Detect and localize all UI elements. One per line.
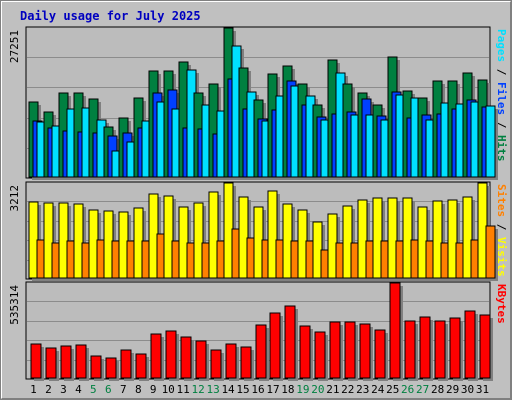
kbytes-bar <box>359 323 371 379</box>
x-tick-label: 27 <box>416 383 429 396</box>
legend-entry: Pages <box>495 29 508 62</box>
x-tick-label: 13 <box>206 383 219 396</box>
chart-title: Daily usage for July 2025 <box>20 9 201 23</box>
x-tick-label: 1 <box>30 383 37 396</box>
visits-bar <box>193 202 204 279</box>
kbytes-bar <box>464 310 476 379</box>
kbytes-bar <box>344 321 356 379</box>
hits-files-pages-ymax-label: 27251 <box>8 30 21 63</box>
visits-bar <box>342 205 353 279</box>
x-tick-label: 9 <box>150 383 157 396</box>
visits-bar <box>402 197 413 279</box>
x-tick-label: 3 <box>60 383 67 396</box>
x-tick-label: 14 <box>221 383 235 396</box>
x-tick-label: 19 <box>296 383 309 396</box>
kbytes-bar <box>389 282 401 379</box>
visits-bar <box>387 197 398 279</box>
legend-entry: Visits <box>495 237 508 277</box>
visits-bar <box>462 196 473 279</box>
visits-bar <box>357 199 368 279</box>
visits-bar <box>43 202 54 279</box>
x-tick-label: 22 <box>341 383 354 396</box>
visits-bar <box>432 200 443 279</box>
visits-bar <box>372 197 383 279</box>
kbytes-bar <box>75 344 87 379</box>
kbytes-bar <box>165 330 177 379</box>
x-tick-label: 5 <box>90 383 97 396</box>
x-tick-label: 20 <box>311 383 324 396</box>
kbytes-bar <box>225 343 237 379</box>
kbytes-bar <box>60 345 72 379</box>
x-tick-label: 21 <box>326 383 339 396</box>
visits-bar <box>163 195 174 279</box>
x-tick-label: 15 <box>236 383 249 396</box>
kbytes-bar <box>120 349 132 379</box>
kbytes-bar <box>449 317 461 379</box>
x-tick-label: 17 <box>266 383 279 396</box>
kbytes-bar <box>240 346 252 379</box>
kbytes-ymax-label: 535314 <box>8 285 21 325</box>
kbytes-bar <box>269 312 281 379</box>
hits-files-pages-legend: Pages / Files / Hits <box>495 29 508 162</box>
kbytes-bar <box>255 324 267 379</box>
kbytes-bar <box>419 316 431 379</box>
x-tick-label: 4 <box>75 383 82 396</box>
kbytes-bar <box>374 329 386 379</box>
kbytes-bar <box>180 336 192 379</box>
kbytes-bar <box>284 305 296 379</box>
kbytes-bar <box>434 320 446 379</box>
kbytes-bar <box>314 331 326 379</box>
kbytes-bar <box>30 343 42 379</box>
x-tick-label: 16 <box>251 383 264 396</box>
pages-bar <box>485 105 496 178</box>
legend-entry: / <box>495 217 508 237</box>
x-tick-label: 6 <box>105 383 112 396</box>
x-tick-label: 25 <box>386 383 399 396</box>
x-tick-label: 7 <box>120 383 127 396</box>
sites-bar <box>485 225 496 279</box>
x-tick-label: 12 <box>192 383 205 396</box>
kbytes-bar <box>135 353 147 379</box>
visits-sites-legend: Sites / Visits <box>495 184 508 277</box>
x-tick-label: 28 <box>431 383 444 396</box>
x-tick-label: 23 <box>356 383 369 396</box>
x-tick-label: 8 <box>135 383 142 396</box>
x-tick-label: 29 <box>446 383 459 396</box>
x-tick-label: 30 <box>461 383 474 396</box>
kbytes-bar <box>45 347 57 379</box>
x-tick-label: 26 <box>401 383 414 396</box>
legend-entry: KBytes <box>495 284 508 324</box>
x-tick-label: 24 <box>371 383 385 396</box>
visits-bar <box>73 203 84 279</box>
visits-bar <box>447 199 458 279</box>
visits-bar <box>208 191 219 279</box>
visits-bar <box>267 190 278 279</box>
kbytes-bar <box>195 340 207 379</box>
visits-sites-ymax-label: 3212 <box>8 185 21 212</box>
kbytes-legend: KBytes <box>495 284 508 324</box>
legend-entry: / <box>495 62 508 82</box>
kbytes-bar <box>150 333 162 379</box>
x-tick-label: 31 <box>476 383 489 396</box>
kbytes-bar <box>404 320 416 379</box>
x-tick-label: 10 <box>162 383 175 396</box>
x-tick-label: 2 <box>45 383 52 396</box>
x-tick-label: 18 <box>281 383 294 396</box>
kbytes-bar <box>210 349 222 379</box>
x-tick-label: 11 <box>177 383 190 396</box>
kbytes-bar <box>299 325 311 379</box>
legend-entry: Hits <box>495 135 508 162</box>
kbytes-bar <box>105 357 117 379</box>
legend-entry: Sites <box>495 184 508 217</box>
legend-entry: / <box>495 115 508 135</box>
kbytes-bar <box>329 321 341 379</box>
kbytes-bar <box>479 314 491 379</box>
legend-entry: Files <box>495 82 508 115</box>
kbytes-bar <box>90 355 102 379</box>
